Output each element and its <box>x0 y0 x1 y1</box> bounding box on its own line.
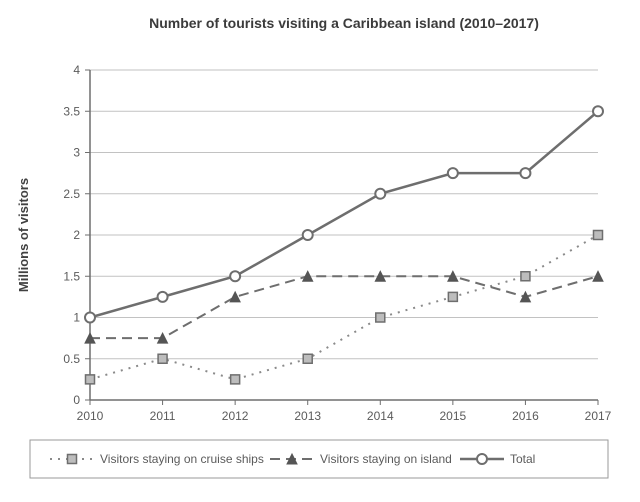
y-tick-label: 3.5 <box>63 104 80 118</box>
marker-circle <box>158 292 168 302</box>
y-tick-label: 3 <box>73 146 80 160</box>
y-tick-label: 2 <box>73 228 80 242</box>
marker-circle <box>303 230 313 240</box>
y-tick-label: 1 <box>73 311 80 325</box>
marker-circle <box>230 271 240 281</box>
marker-square <box>521 272 530 281</box>
x-tick-label: 2011 <box>150 409 176 423</box>
marker-square <box>68 455 77 464</box>
marker-square <box>86 375 95 384</box>
y-tick-label: 0.5 <box>63 352 80 366</box>
y-tick-label: 2.5 <box>63 187 80 201</box>
y-tick-label: 0 <box>73 393 80 407</box>
legend-label: Total <box>510 452 535 466</box>
marker-square <box>448 292 457 301</box>
x-tick-label: 2017 <box>585 409 612 423</box>
marker-square <box>158 354 167 363</box>
marker-circle <box>593 106 603 116</box>
tourists-line-chart: Number of tourists visiting a Caribbean … <box>0 0 640 502</box>
chart-title: Number of tourists visiting a Caribbean … <box>149 15 539 31</box>
y-tick-label: 4 <box>73 63 80 77</box>
marker-circle <box>520 168 530 178</box>
legend-label: Visitors staying on cruise ships <box>100 452 264 466</box>
x-tick-label: 2010 <box>77 409 104 423</box>
marker-circle <box>85 313 95 323</box>
x-tick-label: 2014 <box>367 409 394 423</box>
marker-square <box>303 354 312 363</box>
marker-square <box>231 375 240 384</box>
marker-circle <box>477 454 487 464</box>
chart-bg <box>0 0 640 502</box>
marker-square <box>376 313 385 322</box>
marker-circle <box>448 168 458 178</box>
x-tick-label: 2013 <box>294 409 321 423</box>
x-tick-label: 2015 <box>440 409 467 423</box>
marker-circle <box>375 189 385 199</box>
y-tick-label: 1.5 <box>63 269 80 283</box>
y-axis-label: Millions of visitors <box>16 178 31 292</box>
x-tick-label: 2012 <box>222 409 249 423</box>
legend-label: Visitors staying on island <box>320 452 452 466</box>
marker-square <box>594 231 603 240</box>
x-tick-label: 2016 <box>512 409 539 423</box>
